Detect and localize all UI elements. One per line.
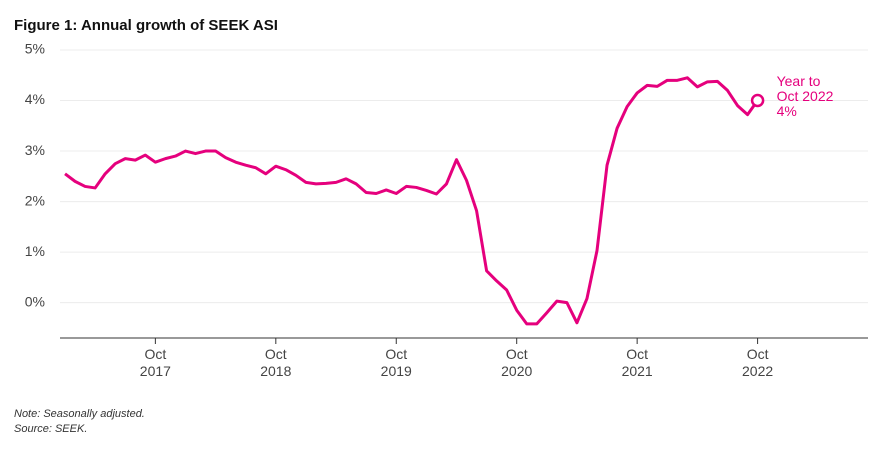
source: Source: SEEK.: [14, 423, 87, 435]
annotation: Oct 2022: [777, 88, 834, 104]
y-tick-label: 1%: [25, 243, 45, 259]
y-tick-label: 2%: [25, 192, 45, 208]
y-tick-label: 5%: [25, 41, 45, 57]
annotation: Year to: [777, 73, 821, 89]
y-tick-label: 3%: [25, 142, 45, 158]
value-label: 4%: [777, 103, 797, 119]
x-tick-label: Oct 2022: [742, 346, 774, 379]
note: Note: Seasonally adjusted.: [14, 408, 145, 420]
x-tick-label: Oct 2020: [501, 346, 533, 379]
x-tick-label: Oct 2021: [621, 346, 653, 379]
y-tick-label: 4%: [25, 91, 45, 107]
y-tick-label: 0%: [25, 293, 45, 309]
x-tick-label: Oct 2018: [260, 346, 292, 379]
x-tick-label: Oct 2017: [139, 346, 171, 379]
x-tick-label: Oct 2019: [380, 346, 412, 379]
chart-title: Figure 1: Annual growth of SEEK ASI: [14, 17, 278, 34]
line-series: [64, 76, 759, 326]
end-marker: [750, 93, 765, 108]
